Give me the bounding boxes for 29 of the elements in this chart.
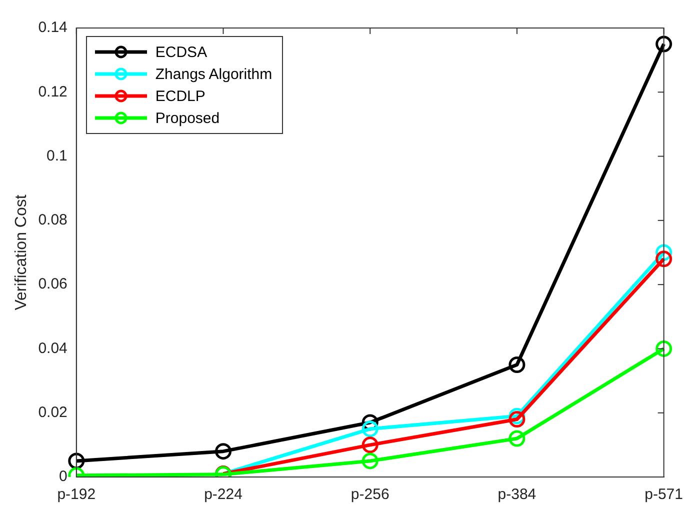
legend-label: ECDSA: [155, 44, 208, 60]
point: [508, 430, 526, 447]
y-tick-label: 0.08: [38, 212, 68, 229]
point: [656, 250, 672, 268]
x-tick-label: p-192: [57, 486, 96, 504]
point: [68, 452, 85, 470]
x-tick-label: p-256: [350, 486, 390, 504]
y-tick-label: 0.12: [38, 83, 68, 100]
legend-label: Zhangs Algorithm: [155, 66, 272, 82]
point: [508, 356, 526, 373]
x-tick-label: p-384: [498, 486, 536, 504]
y-tick-label: 0.04: [38, 340, 68, 357]
y-tick-label: 0: [59, 468, 68, 486]
y-tick-label: 0.14: [38, 19, 68, 36]
x-tick-label: p-571: [644, 486, 684, 504]
y-tick-label: 0.06: [38, 276, 68, 293]
point: [508, 411, 526, 428]
point: [656, 36, 672, 52]
point: [362, 420, 378, 438]
point: [362, 452, 378, 470]
y-tick-label: 0.1: [46, 147, 68, 164]
point: [215, 443, 232, 460]
x-tick-label: p-224: [204, 486, 242, 504]
y-axis-title: Verification Cost: [13, 194, 30, 310]
y-tick-label: 0.02: [38, 404, 68, 421]
legend-label: Proposed: [155, 110, 220, 126]
point: [656, 340, 672, 357]
point: [362, 436, 378, 454]
legend-label: ECDLP: [155, 88, 206, 104]
